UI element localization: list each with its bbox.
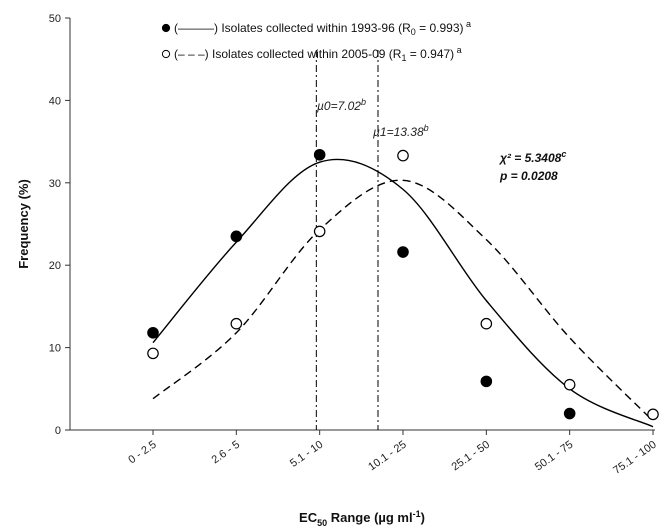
data-point-2005-09: [230, 317, 243, 330]
x-tick-label: 2.6 - 5: [210, 439, 242, 467]
mu0-annotation: µ0=7.02b: [317, 97, 366, 113]
data-point-1993-96: [397, 246, 409, 258]
fit-curve-2005-09: [152, 179, 654, 422]
data-point-2005-09: [313, 225, 326, 238]
data-point-2005-09: [563, 378, 576, 391]
x-tick-label: 25.1 - 50: [450, 439, 492, 474]
legend-label-1993-96: (———) Isolates collected within 1993-96 …: [174, 19, 471, 37]
y-tick-label: 0: [55, 425, 61, 437]
fit-curves: [152, 158, 654, 428]
data-point-2005-09: [647, 408, 659, 421]
data-point-1993-96: [313, 148, 326, 161]
y-axis-title: Frequency (%): [16, 179, 31, 269]
x-tick-label: 5.1 - 10: [288, 439, 325, 470]
data-point-2005-09: [147, 347, 159, 360]
p-value-annotation: p = 0.0208: [499, 169, 558, 183]
mu1-annotation: µ1=13.38b: [373, 123, 429, 139]
y-tick-label: 50: [49, 13, 61, 25]
legend-label-2005-09: (– – –) Isolates collected within 2005-0…: [174, 45, 462, 63]
data-point-1993-96: [230, 230, 243, 243]
x-tick-label: 75.1 - 100: [611, 439, 658, 477]
mean-reference-lines: [315, 50, 379, 430]
x-tick-label: 0 - 2.5: [126, 439, 158, 467]
y-tick-label: 40: [49, 95, 61, 107]
x-tick-label: 50.1 - 75: [533, 439, 575, 474]
data-point-1993-96: [563, 407, 576, 420]
legend-marker-2005-09: [161, 49, 171, 59]
axes-layer: [65, 17, 655, 435]
x-axis-title: EC50 Range (µg ml-1): [299, 509, 425, 528]
fit-curve-1993-96: [152, 158, 654, 428]
legend-marker-1993-96: [161, 23, 171, 33]
data-point-1993-96: [480, 375, 493, 388]
y-tick-label: 20: [49, 260, 61, 272]
data-point-2005-09: [397, 149, 409, 162]
y-tick-label: 30: [49, 178, 61, 190]
data-points: [147, 148, 659, 421]
y-tick-label: 10: [49, 343, 61, 355]
x-tick-label: 10.1 - 25: [366, 439, 408, 474]
chi-square-annotation: χ² = 5.3408c: [498, 149, 566, 165]
data-point-1993-96: [147, 326, 159, 339]
chart-text: 0 10 20 30 40 50 0 - 2.5 2.6 - 5 5.1 - 10 10.1 - …: [16, 13, 659, 528]
data-point-2005-09: [480, 317, 493, 330]
